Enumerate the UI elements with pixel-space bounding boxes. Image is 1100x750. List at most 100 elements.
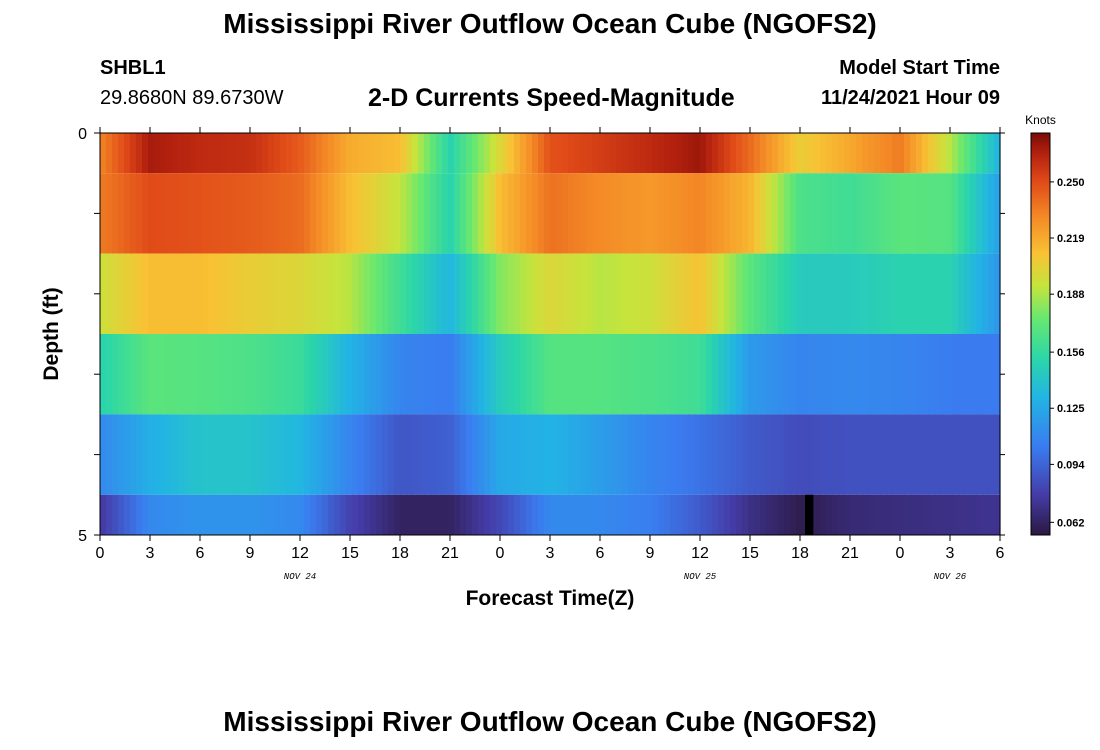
- heatmap-cell: [946, 253, 953, 334]
- heatmap-cell: [118, 173, 125, 254]
- heatmap-cell: [562, 253, 569, 334]
- heatmap-cell: [520, 133, 527, 174]
- heatmap-cell: [868, 334, 875, 415]
- heatmap-cell: [622, 173, 629, 254]
- heatmap-cell: [910, 494, 917, 535]
- heatmap-cell: [184, 334, 191, 415]
- heatmap-cell: [886, 494, 893, 535]
- heatmap-cell: [328, 253, 335, 334]
- heatmap-cell: [604, 253, 611, 334]
- heatmap-cell: [748, 133, 755, 174]
- heatmap-cell: [634, 494, 641, 535]
- heatmap-cell: [538, 334, 545, 415]
- heatmap-cell: [682, 494, 689, 535]
- heatmap-cell: [394, 253, 401, 334]
- heatmap-cell: [856, 253, 863, 334]
- heatmap-cell: [160, 414, 167, 495]
- heatmap-cell: [652, 334, 659, 415]
- heatmap-cell: [412, 133, 419, 174]
- heatmap-cell: [466, 414, 473, 495]
- heatmap-cell: [400, 173, 407, 254]
- heatmap-cell: [148, 173, 155, 254]
- heatmap-cell: [136, 414, 143, 495]
- heatmap-cell: [538, 133, 545, 174]
- heatmap-cell: [766, 334, 773, 415]
- heatmap-cell: [316, 334, 323, 415]
- heatmap-cell: [694, 253, 701, 334]
- heatmap-cell: [892, 494, 899, 535]
- heatmap-cell: [382, 494, 389, 535]
- heatmap-cell: [610, 414, 617, 495]
- heatmap-cell: [976, 133, 983, 174]
- heatmap-cell: [136, 173, 143, 254]
- heatmap-cell: [952, 414, 959, 495]
- heatmap-cell: [304, 494, 311, 535]
- heatmap-cell: [334, 494, 341, 535]
- heatmap-cell: [652, 414, 659, 495]
- heatmap-cell: [214, 414, 221, 495]
- heatmap-cell: [364, 133, 371, 174]
- heatmap-cell: [628, 133, 635, 174]
- heatmap-cell: [334, 173, 341, 254]
- heatmap-cell: [826, 414, 833, 495]
- heatmap-cell: [484, 133, 491, 174]
- chart-axes: 0 3 6 9 12 15 18 21 0 3 6 9 12 15 18 21 0 3 6 NOV 24 NOV 25 N…: [40, 126, 1005, 610]
- heatmap-cell: [862, 494, 869, 535]
- heatmap-cell: [688, 494, 695, 535]
- heatmap-cell: [994, 253, 1001, 334]
- heatmap-cell: [106, 494, 113, 535]
- heatmap-cell: [418, 133, 425, 174]
- heatmap-cell: [460, 494, 467, 535]
- heatmap-cell: [568, 334, 575, 415]
- heatmap-cell: [718, 494, 725, 535]
- heatmap-cell: [922, 253, 929, 334]
- heatmap-cell: [568, 414, 575, 495]
- heatmap-cell: [514, 334, 521, 415]
- heatmap-cell: [502, 334, 509, 415]
- heatmap-cell: [220, 494, 227, 535]
- heatmap-cell: [934, 173, 941, 254]
- heatmap-cell: [130, 253, 137, 334]
- heatmap-cell: [754, 494, 761, 535]
- heatmap-cell: [526, 173, 533, 254]
- heatmap-cell: [922, 133, 929, 174]
- heatmap-cell: [322, 494, 329, 535]
- heatmap-cell: [364, 414, 371, 495]
- x-tick-label: 18: [391, 545, 409, 562]
- heatmap-cell: [790, 133, 797, 174]
- heatmap-cell: [568, 173, 575, 254]
- heatmap-cell: [280, 414, 287, 495]
- heatmap-cell: [220, 133, 227, 174]
- chart-subtitle: 2-D Currents Speed-Magnitude: [368, 84, 735, 112]
- heatmap-cell: [340, 173, 347, 254]
- heatmap-cell: [256, 494, 263, 535]
- heatmap-cell: [658, 253, 665, 334]
- heatmap-cell: [868, 253, 875, 334]
- heatmap-cell: [142, 334, 149, 415]
- heatmap-cell: [862, 334, 869, 415]
- heatmap-cell: [592, 334, 599, 415]
- heatmap-cell: [214, 133, 221, 174]
- x-tick-label: 15: [741, 545, 759, 562]
- heatmap-cell: [838, 334, 845, 415]
- heatmap-cell: [664, 253, 671, 334]
- heatmap-cell: [916, 334, 923, 415]
- heatmap-cell: [358, 414, 365, 495]
- heatmap-cell: [472, 334, 479, 415]
- heatmap-cell: [760, 334, 767, 415]
- heatmap-cell: [982, 173, 989, 254]
- heatmap-cell: [154, 173, 161, 254]
- heatmap-cell: [718, 173, 725, 254]
- heatmap-cell: [394, 173, 401, 254]
- heatmap-cell: [994, 414, 1001, 495]
- heatmap-cell: [706, 253, 713, 334]
- heatmap-cell: [166, 414, 173, 495]
- heatmap-cell: [838, 494, 845, 535]
- heatmap-cell: [814, 414, 821, 495]
- heatmap-cell: [844, 494, 851, 535]
- heatmap-cell: [196, 334, 203, 415]
- heatmap-cell: [556, 133, 563, 174]
- heatmap-cell: [730, 253, 737, 334]
- heatmap-cell: [940, 494, 947, 535]
- heatmap-cell: [694, 133, 701, 174]
